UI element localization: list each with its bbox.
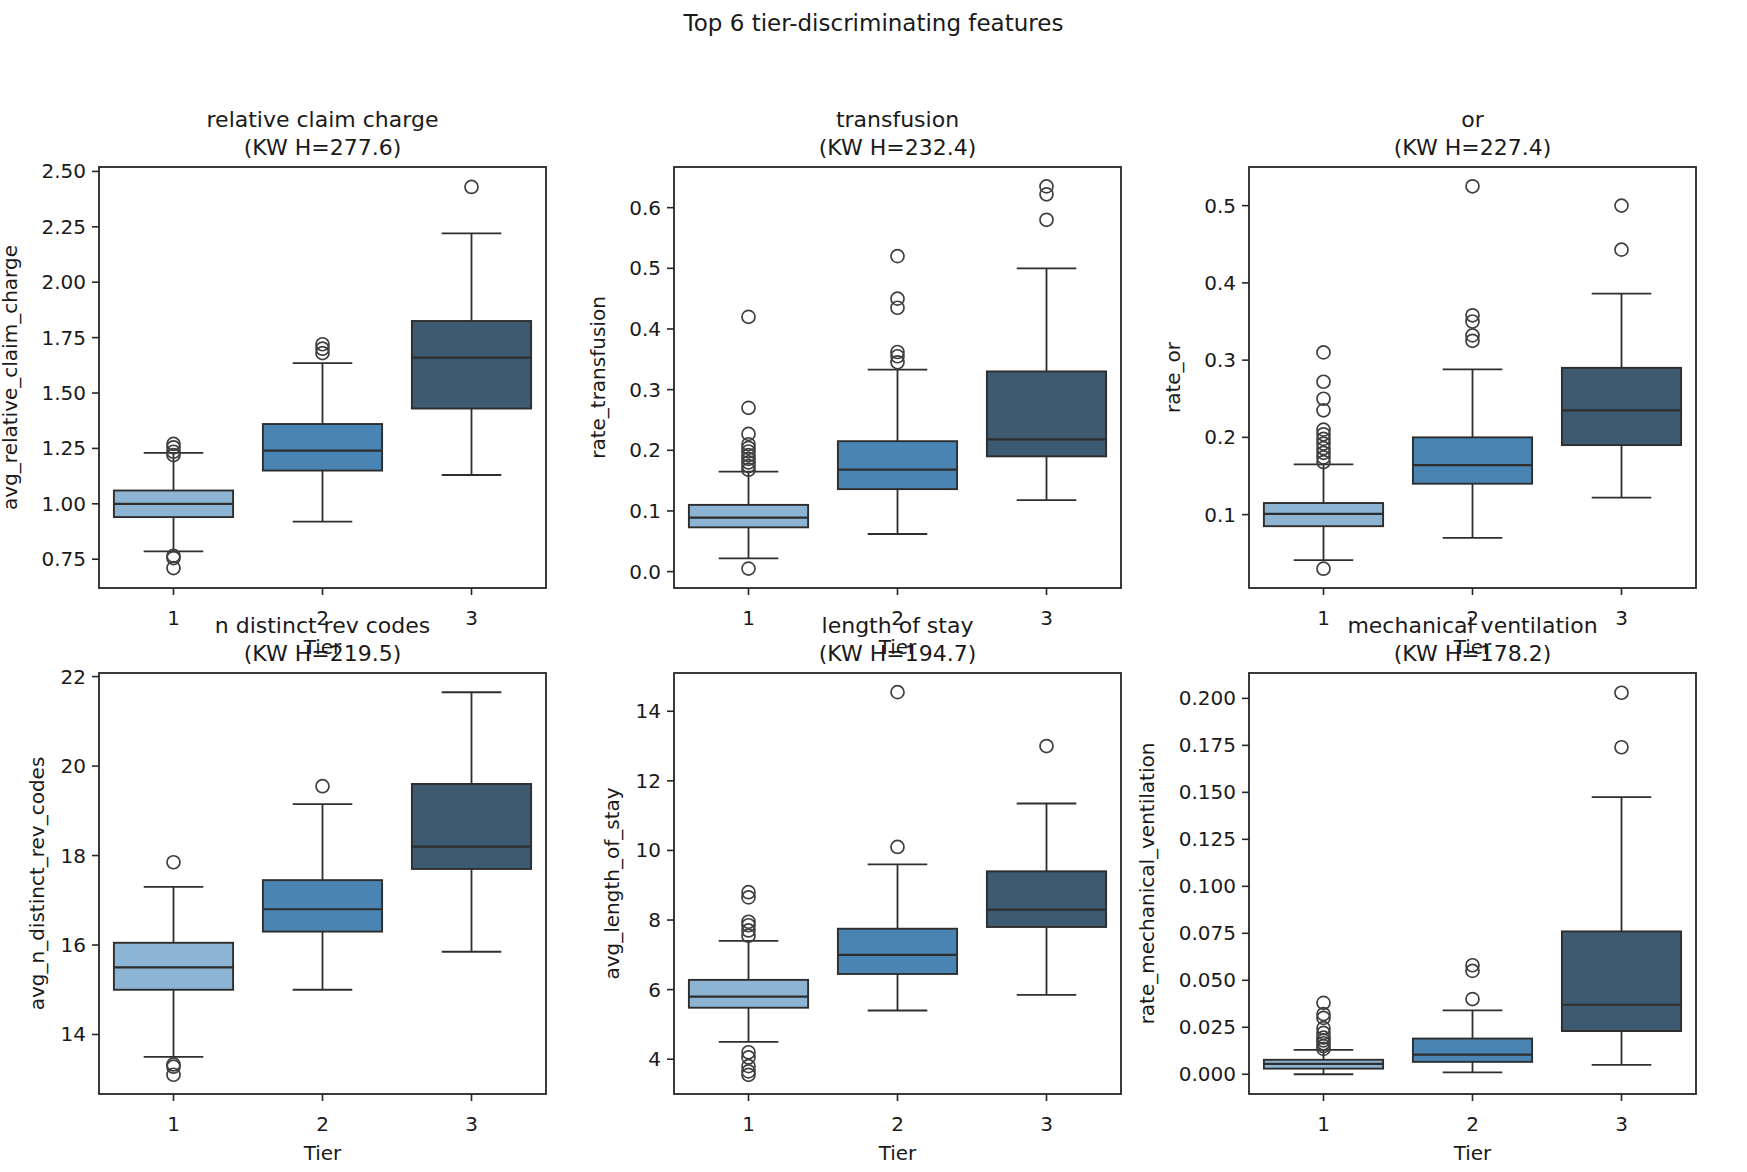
x-tick-label: 3 [1615, 1112, 1628, 1136]
y-tick-label: 0.150 [1179, 780, 1236, 804]
subplot-title: mechanical ventilation [1347, 613, 1597, 638]
y-tick-label: 0.075 [1179, 921, 1236, 945]
y-axis-label: rate_mechanical_ventilation [1135, 743, 1159, 1025]
y-tick-label: 0.200 [1179, 686, 1236, 710]
y-tick-label: 0.175 [1179, 733, 1236, 757]
iqr-box [1413, 1039, 1532, 1062]
x-axis-label: Tier [1453, 1141, 1492, 1165]
y-tick-label: 0.100 [1179, 874, 1236, 898]
subplot-mechanical-ventilation: mechanical ventilation (KW H=178.2) 0.000 0… [0, 0, 1747, 1172]
y-tick-label: 0.000 [1179, 1062, 1236, 1086]
x-tick-label: 2 [1466, 1112, 1479, 1136]
y-tick-label: 0.050 [1179, 968, 1236, 992]
y-tick-label: 0.125 [1179, 827, 1236, 851]
iqr-box [1562, 931, 1681, 1031]
x-tick-label: 1 [1317, 1112, 1330, 1136]
y-tick-label: 0.025 [1179, 1015, 1236, 1039]
figure-canvas: Top 6 tier-discriminating features relat… [0, 0, 1747, 1172]
subplot-subtitle: (KW H=178.2) [1394, 641, 1552, 666]
